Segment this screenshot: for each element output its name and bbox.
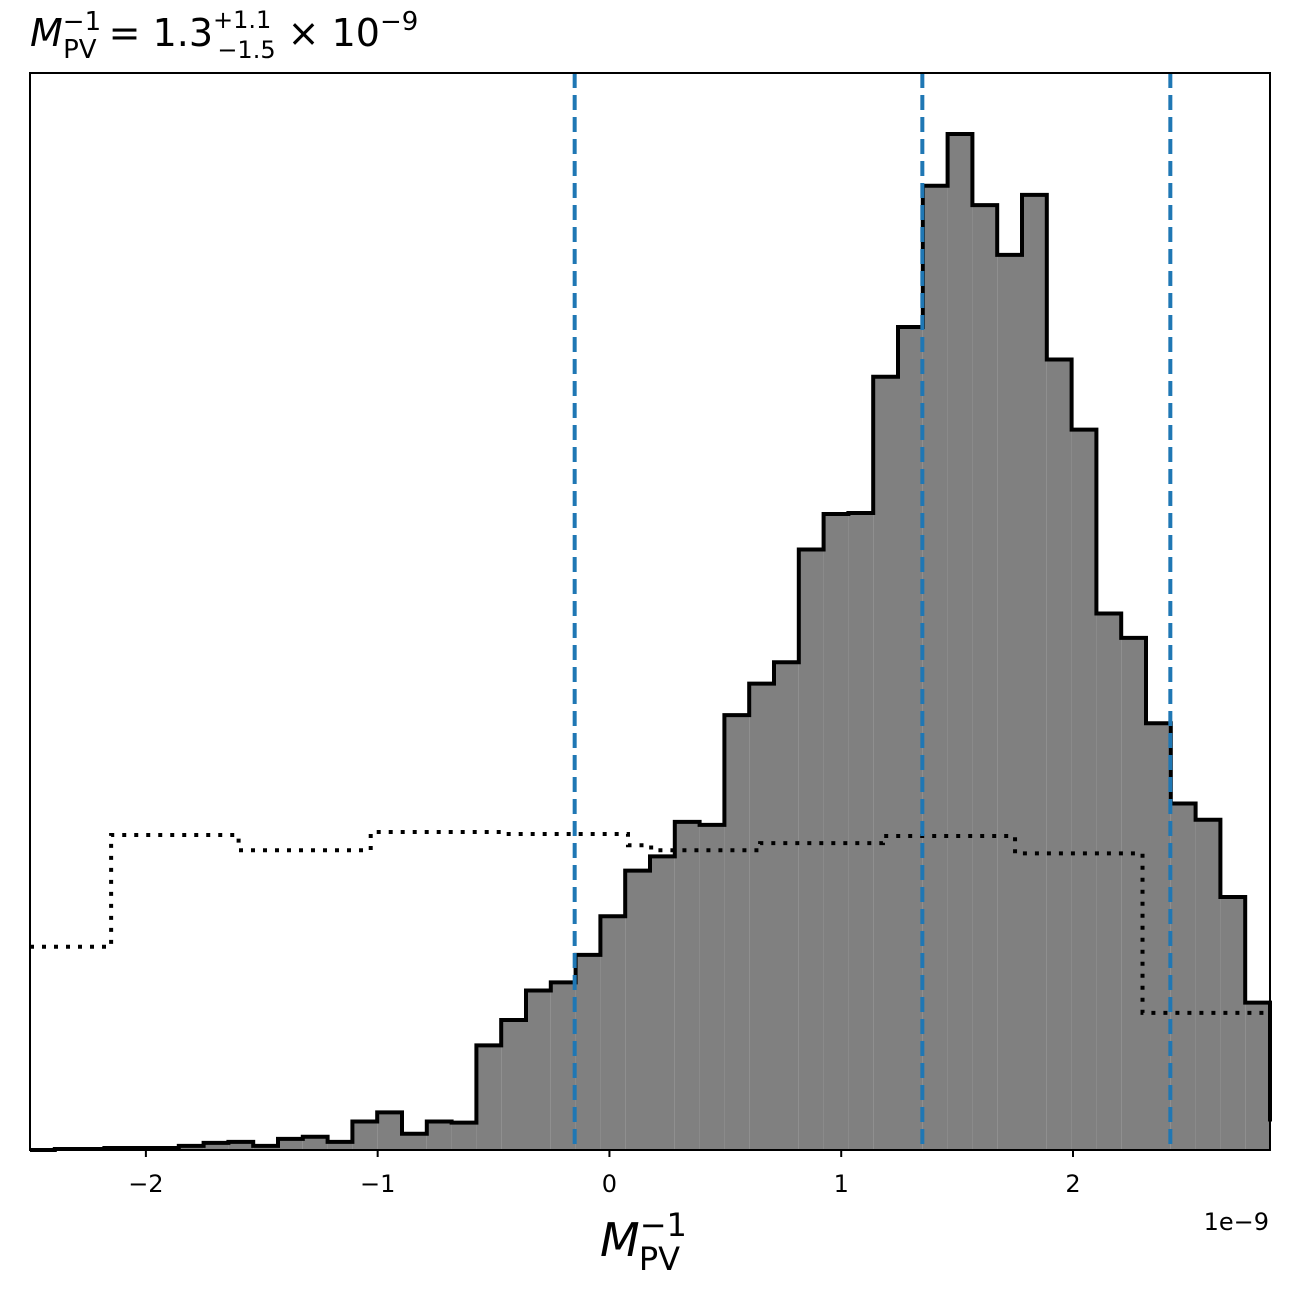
x-tick-label: 2 bbox=[1065, 1170, 1080, 1198]
posterior-bar bbox=[203, 1142, 229, 1150]
posterior-bar bbox=[1121, 637, 1146, 1150]
x-axis-offset-label: 1e−9 bbox=[1204, 1208, 1269, 1236]
title-upper: +1.1 bbox=[213, 6, 271, 34]
axes-frame bbox=[29, 72, 1271, 1151]
title-lower: −1.5 bbox=[217, 36, 275, 64]
chart-title: M−1 PV = 1.3+1.1 −1.5 × 10−9 bbox=[30, 6, 418, 65]
posterior-bar bbox=[1071, 429, 1097, 1150]
xlabel-sup: −1 bbox=[640, 1206, 687, 1244]
plot-area bbox=[30, 73, 1272, 1152]
posterior-bar bbox=[1220, 897, 1246, 1150]
posterior-bar bbox=[898, 327, 923, 1151]
posterior-bar bbox=[402, 1133, 427, 1150]
posterior-bar bbox=[650, 856, 675, 1150]
posterior-bar bbox=[699, 824, 725, 1150]
posterior-bar bbox=[575, 954, 601, 1150]
posterior-bar bbox=[1046, 359, 1072, 1150]
posterior-bar bbox=[997, 254, 1022, 1151]
posterior-bar bbox=[674, 821, 700, 1150]
posterior-bar bbox=[724, 715, 750, 1150]
title-sub: PV bbox=[63, 35, 97, 65]
posterior-bar bbox=[823, 513, 849, 1150]
xlabel-sub: PV bbox=[639, 1240, 680, 1278]
title-symbol: M bbox=[30, 11, 63, 55]
posterior-bar bbox=[749, 683, 774, 1150]
posterior-bar bbox=[253, 1145, 278, 1150]
posterior-bar bbox=[377, 1112, 402, 1150]
x-axis-ticks: −2 −1 0 1 2 bbox=[128, 1150, 1081, 1198]
posterior-bar bbox=[600, 916, 626, 1150]
title-times: × 10 bbox=[276, 11, 380, 55]
posterior-outline bbox=[30, 131, 1272, 1152]
posterior-bar bbox=[625, 870, 650, 1150]
posterior-bar bbox=[1022, 194, 1047, 1150]
xlabel-symbol: M bbox=[600, 1213, 640, 1267]
posterior-bar bbox=[476, 1045, 502, 1150]
posterior-bar bbox=[302, 1136, 328, 1150]
posterior-bar bbox=[922, 185, 948, 1151]
posterior-bar bbox=[178, 1145, 204, 1150]
posterior-bar bbox=[278, 1138, 303, 1150]
posterior-bar bbox=[774, 662, 799, 1150]
posterior-bar bbox=[873, 376, 898, 1150]
x-tick-label: 1 bbox=[834, 1170, 849, 1198]
x-axis-label: M−1 PV bbox=[600, 1206, 687, 1278]
posterior-bar bbox=[1195, 819, 1221, 1150]
x-tick-label: −1 bbox=[360, 1170, 395, 1198]
posterior-bar bbox=[526, 990, 551, 1150]
posterior-bar bbox=[1096, 613, 1122, 1150]
posterior-bar bbox=[426, 1121, 452, 1150]
posterior-bar bbox=[352, 1121, 378, 1150]
posterior-bar bbox=[451, 1122, 477, 1150]
x-tick-label: 0 bbox=[602, 1170, 617, 1198]
title-sup: −1 bbox=[63, 7, 101, 37]
posterior-bar bbox=[947, 133, 973, 1150]
posterior-bar bbox=[1245, 1002, 1270, 1150]
posterior-bar bbox=[550, 982, 576, 1150]
title-exp: −9 bbox=[380, 7, 418, 37]
x-tick-label: −2 bbox=[128, 1170, 163, 1198]
posterior-bar bbox=[1146, 723, 1171, 1150]
title-eq: = 1.3 bbox=[97, 11, 213, 55]
posterior-bar bbox=[228, 1141, 254, 1150]
posterior-bar bbox=[327, 1141, 353, 1150]
posterior-bar bbox=[798, 549, 824, 1150]
posterior-bar bbox=[501, 1019, 526, 1150]
posterior-bar bbox=[848, 512, 874, 1150]
posterior-bar bbox=[972, 205, 998, 1150]
posterior-bar bbox=[1170, 803, 1196, 1150]
